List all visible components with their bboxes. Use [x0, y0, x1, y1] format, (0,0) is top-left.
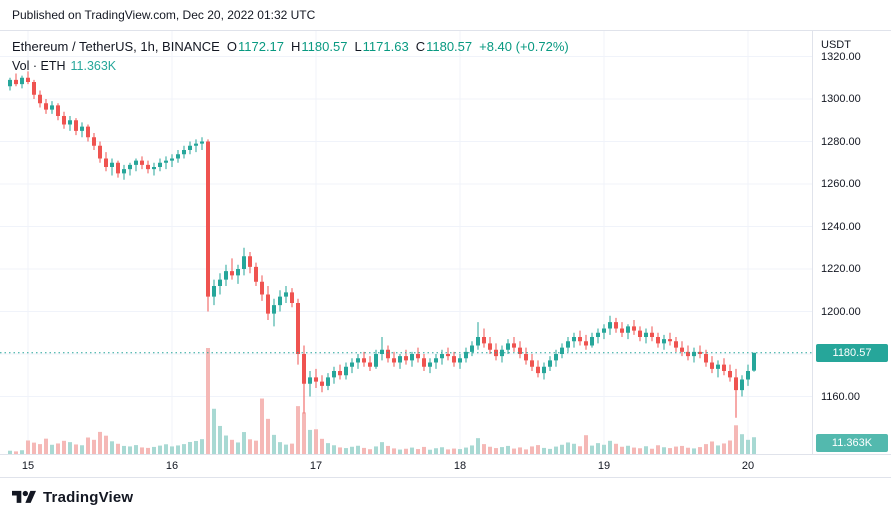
- tradingview-brand-text[interactable]: TradingView: [43, 488, 134, 506]
- tradingview-logo-icon[interactable]: [12, 488, 36, 507]
- last-price-badge: 1180.57: [816, 343, 888, 362]
- time-tick: 18: [453, 460, 467, 472]
- time-tick: 15: [21, 460, 35, 472]
- price-tick: 1220.00: [821, 263, 861, 275]
- time-tick: 16: [165, 460, 179, 472]
- price-tick: 1320.00: [821, 50, 861, 63]
- published-text: Published on TradingView.com, Dec 20, 20…: [12, 8, 316, 22]
- price-tick: 1240.00: [821, 220, 861, 233]
- price-tick: 1200.00: [821, 305, 861, 318]
- time-tick: 19: [597, 460, 611, 472]
- published-banner: Published on TradingView.com, Dec 20, 20…: [0, 0, 891, 30]
- volume-badge: 11.363K: [816, 434, 888, 452]
- price-axis[interactable]: USDT 1320.00 1300.00 1280.00 1260.00 1240.00…: [812, 31, 891, 456]
- price-tick: 1280.00: [821, 135, 861, 148]
- price-tick: 1260.00: [821, 178, 861, 190]
- time-tick: 17: [309, 460, 323, 472]
- price-tick: 1160.00: [821, 390, 860, 403]
- chart-area: Ethereum / TetherUS, 1h, BINANCE O1172.17…: [0, 30, 891, 478]
- footer: TradingView: [0, 478, 891, 516]
- price-tick: 1300.00: [821, 93, 861, 105]
- candlestick-chart[interactable]: [0, 31, 812, 456]
- currency-label: USDT: [821, 39, 851, 51]
- time-axis[interactable]: 15 16 17 18 19 20: [0, 454, 891, 477]
- time-tick: 20: [741, 460, 755, 472]
